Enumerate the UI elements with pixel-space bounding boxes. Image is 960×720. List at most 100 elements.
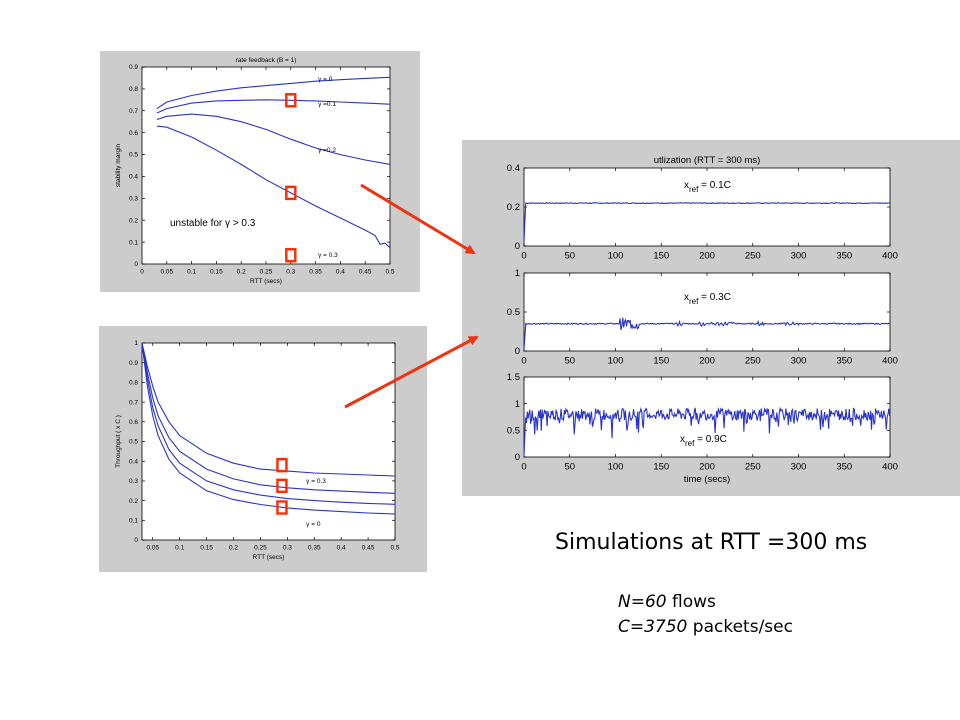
c-value: C=3750	[618, 617, 688, 637]
x-tick-label: 100	[608, 462, 624, 473]
capacity-line: C=3750 packets/sec	[618, 615, 793, 640]
x-tick-label: 0.4	[336, 269, 345, 276]
y-axis-label: Throughput ( x C )	[115, 415, 122, 468]
y-tick-label: 0.2	[129, 498, 138, 505]
utilization-charts: 0 50 100 150 200 250 300 350 40000.20.4utlizatio…	[507, 155, 898, 485]
caption: Simulations at RTT =300 ms	[555, 530, 868, 555]
x-tick-label: 0.2	[229, 545, 238, 552]
x-tick-label: 250	[745, 356, 761, 367]
x-tick-label: 50	[564, 356, 575, 367]
x-axis-label: time (secs)	[684, 474, 730, 485]
highlight-marker	[276, 457, 288, 473]
n-unit: flows	[666, 592, 716, 612]
x-tick-label: 200	[699, 356, 715, 367]
reference-rate-annotation: xref = 0.9C	[680, 434, 727, 448]
x-tick-label: 0.4	[337, 545, 346, 552]
y-tick-label: 0.4	[129, 174, 138, 181]
throughput-panel: 0.05 0.1 0.15 0.2 0.25 0.3 0.35 0.4 0.45 0.5 0 0.1 0…	[99, 326, 427, 572]
series-label: γ = 0	[306, 521, 321, 528]
x-tick-label: 350	[836, 356, 852, 367]
series-label: γ =0.1	[318, 101, 336, 108]
series-line	[141, 342, 396, 515]
x-tick-label: 0.5	[390, 545, 399, 552]
y-tick-label: 0.5	[129, 152, 138, 159]
x-tick-label: 0.15	[200, 545, 213, 552]
y-tick-label: 0.8	[129, 380, 138, 387]
y-tick-label: 0.3	[129, 478, 138, 485]
x-tick-label: 0.1	[187, 269, 196, 276]
y-tick-label: 0.3	[129, 196, 138, 203]
y-tick-label: 1	[515, 268, 520, 279]
x-tick-label: 0	[521, 251, 526, 262]
y-tick-label: 0.8	[129, 86, 138, 93]
x-tick-label: 250	[745, 462, 761, 473]
x-tick-label: 0.45	[359, 269, 372, 276]
y-tick-label: 0.1	[129, 239, 138, 246]
series-line	[156, 113, 391, 165]
series-line	[156, 76, 391, 110]
x-tick-label: 350	[836, 462, 852, 473]
plot-area	[523, 272, 891, 352]
x-tick-label: 0.1	[175, 545, 184, 552]
x-tick-label: 0.05	[146, 545, 159, 552]
y-tick-label: 0.9	[129, 64, 138, 71]
y-tick-label: 0	[515, 452, 520, 463]
series-line	[141, 342, 396, 494]
y-tick-label: 0	[515, 346, 520, 357]
series-label: γ = 0.3	[306, 478, 326, 485]
reference-rate-annotation: xref = 0.3C	[684, 292, 731, 306]
y-tick-label: 1.5	[507, 372, 520, 383]
x-tick-label: 0.3	[283, 545, 292, 552]
x-tick-label: 50	[564, 462, 575, 473]
x-tick-label: 0	[140, 269, 144, 276]
y-tick-label: 0.6	[129, 130, 138, 137]
chart-title: utlization (RTT = 300 ms)	[654, 155, 761, 166]
x-tick-label: 0	[521, 462, 526, 473]
x-tick-label: 50	[564, 251, 575, 262]
highlight-marker	[276, 500, 288, 515]
y-tick-label: 0	[134, 537, 138, 544]
x-tick-label: 400	[882, 356, 898, 367]
chart-title: rate feedback (B = 1)	[236, 57, 297, 64]
x-tick-label: 0.2	[237, 269, 246, 276]
y-tick-label: 0.5	[507, 426, 520, 437]
x-tick-label: 0.35	[308, 545, 321, 552]
x-tick-label: 150	[653, 356, 669, 367]
x-tick-label: 0.25	[260, 269, 273, 276]
plot-area	[141, 66, 391, 265]
y-tick-label: 0.7	[129, 399, 138, 406]
flows-line: N=60 flows	[618, 590, 793, 615]
c-unit: packets/sec	[687, 617, 793, 637]
y-tick-label: 0.6	[129, 419, 138, 426]
highlight-marker	[285, 93, 297, 108]
x-axis-label: RTT (secs)	[253, 554, 285, 561]
utilization-panel: 0 50 100 150 200 250 300 350 400 0 0.2 0.4 utlizatio…	[462, 140, 960, 496]
y-axis-label: stability margin	[115, 143, 122, 187]
n-value: N=60	[618, 592, 667, 612]
y-tick-label: 0	[515, 241, 520, 252]
x-tick-label: 0.05	[160, 269, 173, 276]
y-tick-label: 0.1	[129, 517, 138, 524]
x-tick-label: 300	[791, 251, 807, 262]
y-tick-label: 0	[134, 261, 138, 268]
x-tick-label: 0.3	[286, 269, 295, 276]
y-tick-label: 0.5	[507, 307, 520, 318]
y-tick-label: 0.4	[129, 458, 138, 465]
utilization-series-line	[523, 202, 891, 243]
y-tick-label: 0.2	[507, 202, 520, 213]
reference-rate-annotation: xref = 0.1C	[684, 180, 731, 194]
y-tick-label: 1	[515, 399, 520, 410]
x-tick-label: 150	[653, 251, 669, 262]
x-tick-label: 0.35	[309, 269, 322, 276]
utilization-series-line	[523, 406, 891, 456]
x-tick-label: 0.45	[362, 545, 375, 552]
x-tick-label: 200	[699, 462, 715, 473]
plot-area	[141, 342, 396, 541]
simulation-parameters: N=60 flows C=3750 packets/sec	[618, 590, 793, 640]
series-label: γ =0.2	[318, 147, 336, 154]
x-tick-label: 0.5	[385, 269, 394, 276]
highlight-marker	[285, 185, 297, 201]
unstable-annotation: unstable for γ > 0.3	[170, 218, 256, 229]
x-tick-label: 0.15	[210, 269, 223, 276]
x-tick-label: 200	[699, 251, 715, 262]
